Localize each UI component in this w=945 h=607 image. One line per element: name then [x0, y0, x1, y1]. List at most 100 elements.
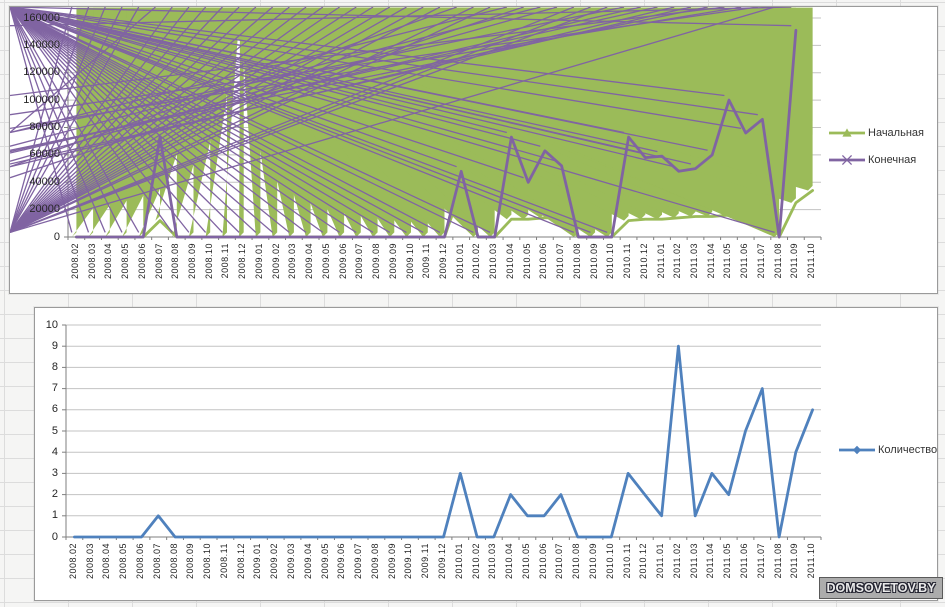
x-tick-label: 2009.06 — [337, 243, 348, 280]
legend-label: Начальная — [868, 126, 924, 139]
x-tick-label: 2008.03 — [86, 243, 97, 280]
y-tick-label: 120000 — [23, 66, 60, 79]
lower-line-chart[interactable]: Количество 0 1 2 3 4 5 6 7 8 9 10 2008.02 2008.03 200… — [34, 307, 938, 601]
x-tick-label: 2011.05 — [722, 543, 733, 579]
x-tick-label: 2009.10 — [403, 543, 414, 580]
x-tick-label: 2011.06 — [739, 243, 750, 279]
x-tick-label: 2010.04 — [504, 543, 515, 580]
legend-marker-sample — [829, 127, 865, 137]
x-tick-label: 2008.05 — [120, 243, 131, 280]
x-tick-label: 2008.07 — [153, 243, 164, 280]
domsovetov-watermark: DOMSOVETOV.BY — [819, 577, 943, 599]
x-marker — [841, 154, 853, 165]
legend-label: Конечная — [868, 153, 917, 166]
x-marker — [10, 7, 558, 162]
x-tick-label: 2009.05 — [319, 543, 330, 580]
y-tick-label: 6 — [51, 403, 58, 416]
x-marker — [10, 7, 424, 233]
x-marker — [10, 7, 608, 234]
x-tick-label: 2010.06 — [537, 543, 548, 580]
x-tick-label: 2008.12 — [235, 543, 246, 580]
x-tick-label: 2009.08 — [371, 243, 382, 280]
y-tick-label: 5 — [51, 424, 58, 437]
x-tick-label: 2008.06 — [135, 543, 145, 580]
x-tick-label: 2010.05 — [520, 543, 531, 580]
lower-chart-legend: Количество — [839, 436, 937, 463]
x-tick-label: 2010.07 — [555, 243, 566, 280]
x-tick-label: 2011.03 — [688, 543, 699, 579]
x-tick-label: 2011.10 — [806, 543, 817, 579]
x-tick-label: 2008.06 — [136, 243, 147, 280]
upper-chart-legend: Начальная Конечная — [829, 119, 924, 173]
upper-plot-area — [10, 7, 822, 240]
x-tick-label: 2010.08 — [571, 243, 582, 280]
x-tick-label: 2010.03 — [487, 543, 498, 580]
x-tick-label: 2009.10 — [404, 243, 415, 280]
y-tick-label: 8 — [51, 360, 58, 373]
x-tick-label: 2011.07 — [755, 543, 766, 579]
x-tick-label: 2010.05 — [521, 243, 532, 280]
x-tick-label: 2009.12 — [437, 543, 447, 580]
x-tick-label: 2009.01 — [252, 543, 263, 580]
x-tick-label: 2011.02 — [671, 543, 682, 579]
x-marker — [10, 7, 507, 134]
x-marker — [10, 7, 441, 233]
x-tick-label: 2008.10 — [203, 243, 214, 280]
y-tick-label: 100000 — [23, 93, 60, 106]
x-marker — [10, 7, 775, 234]
y-tick-label: 9 — [51, 339, 58, 352]
y-tick-label: 0 — [53, 230, 60, 243]
x-tick-label: 2009.01 — [253, 243, 264, 280]
x-tick-label: 2011.02 — [672, 243, 683, 279]
y-tick-label: 1 — [51, 509, 58, 522]
x-tick-label: 2011.03 — [689, 243, 699, 279]
legend-marker-sample — [839, 445, 875, 454]
x-tick-label: 2009.07 — [354, 243, 365, 280]
x-marker — [10, 7, 524, 179]
x-tick-label: 2009.03 — [286, 543, 296, 580]
y-tick-label: 4 — [51, 445, 58, 458]
x-tick-label: 2009.06 — [336, 543, 347, 580]
x-tick-label: 2008.08 — [170, 243, 181, 280]
triangle-marker — [842, 127, 852, 137]
series-line — [75, 28, 798, 239]
y-tick-label: 60000 — [29, 148, 60, 161]
x-marker — [10, 7, 223, 233]
x-tick-label: 2011.04 — [705, 543, 716, 579]
x-tick-label: 2011.10 — [806, 243, 817, 279]
x-tick-label: 2010.10 — [605, 243, 616, 280]
x-tick-label: 2009.12 — [438, 243, 448, 280]
y-tick-label: 3 — [51, 466, 58, 479]
x-marker — [10, 7, 758, 116]
x-tick-label: 2010.01 — [453, 543, 464, 580]
x-tick-label: 2009.11 — [421, 243, 432, 279]
x-tick-label: 2011.01 — [655, 243, 666, 279]
y-tick-label: 2 — [51, 488, 58, 501]
x-tick-label: 2011.05 — [722, 243, 733, 279]
x-tick-label: 2010.10 — [604, 543, 615, 580]
legend-marker-sample — [829, 154, 865, 165]
y-tick-label: 160000 — [23, 11, 60, 24]
x-tick-label: 2009.08 — [369, 543, 380, 580]
x-tick-label: 2010.08 — [571, 543, 582, 580]
x-tick-label: 2010.09 — [588, 243, 599, 280]
upper-line-chart[interactable]: Начальная Конечная 0 20000 40000 60000 80000 1… — [9, 6, 938, 294]
x-tick-label: 2008.09 — [185, 543, 196, 580]
x-tick-label: 2010.02 — [470, 543, 481, 580]
x-tick-label: 2010.02 — [471, 243, 482, 280]
legend-item: Начальная — [829, 119, 924, 146]
x-marker — [10, 7, 257, 233]
x-tick-label: 2009.03 — [287, 243, 298, 280]
x-tick-label: 2008.10 — [202, 543, 213, 580]
x-tick-label: 2009.05 — [320, 243, 331, 280]
x-marker — [10, 7, 340, 233]
y-tick-label: 80000 — [29, 121, 60, 133]
x-tick-label: 2010.06 — [538, 243, 549, 280]
x-tick-label: 2009.11 — [420, 543, 431, 579]
x-tick-label: 2008.05 — [118, 543, 129, 580]
x-tick-label: 2010.03 — [488, 243, 499, 280]
x-marker — [10, 7, 290, 233]
x-tick-label: 2008.07 — [151, 543, 162, 580]
x-tick-label: 2010.01 — [454, 243, 465, 280]
x-tick-label: 2009.02 — [270, 243, 281, 280]
